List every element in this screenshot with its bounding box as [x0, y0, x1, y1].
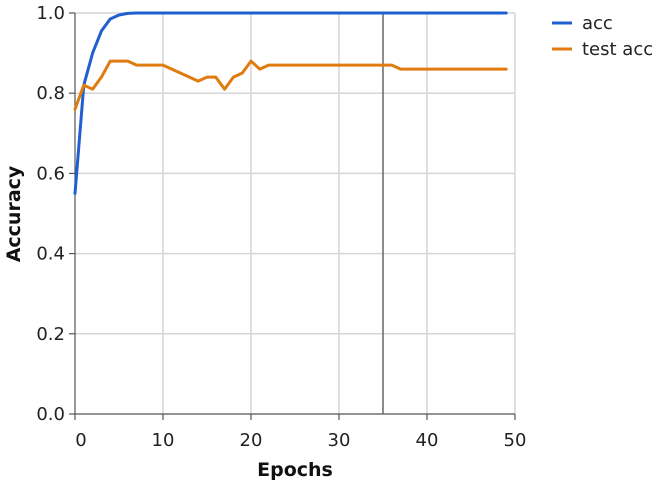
y-tick-label: 0.2: [36, 324, 65, 345]
x-axis-title: Epochs: [257, 459, 333, 480]
y-tick-label: 0.8: [36, 83, 65, 104]
x-tick-label: 40: [416, 430, 439, 451]
y-tick-label: 0.4: [36, 244, 65, 265]
legend: acc test acc: [552, 13, 653, 60]
axes: 0 10 20 30 40 50 0.0 0.2 0.4 0.6 0.8 1.0: [36, 3, 526, 451]
x-tick-label: 20: [240, 430, 263, 451]
series-line-acc: [73, 11, 508, 195]
series-line-test-acc: [73, 59, 508, 111]
x-tick-label: 10: [152, 430, 175, 451]
y-tick-label: 0.0: [36, 404, 65, 425]
x-tick-label: 0: [75, 430, 86, 451]
series-lines: [73, 11, 508, 414]
legend-label-test-acc: test acc: [582, 39, 653, 60]
x-tick-label: 50: [504, 430, 527, 451]
grid: [75, 12, 516, 414]
legend-label-acc: acc: [582, 13, 613, 34]
x-tick-label: 30: [328, 430, 351, 451]
y-tick-label: 1.0: [36, 3, 65, 24]
y-tick-label: 0.6: [36, 163, 65, 184]
y-axis-title: Accuracy: [3, 165, 25, 262]
